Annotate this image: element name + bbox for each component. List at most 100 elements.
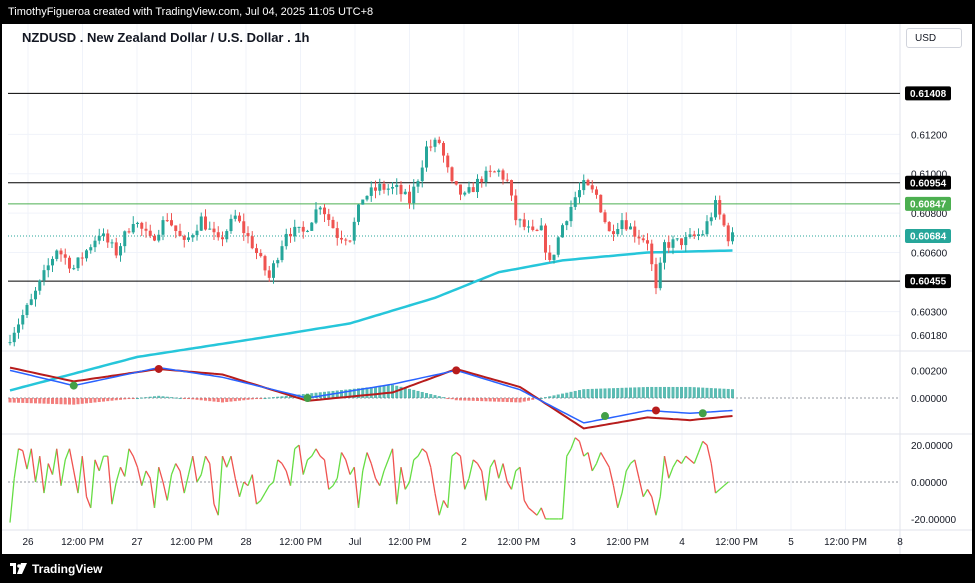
- candle-body-142: [612, 231, 615, 235]
- macd-hist-13: [63, 398, 67, 405]
- macd-hist-64: [280, 396, 284, 399]
- macd-tick-0: 0.00200: [911, 366, 948, 377]
- price-tag-bg-2: [905, 196, 951, 211]
- macd-hist-35: [157, 395, 161, 399]
- osc-segment-80: [345, 459, 351, 475]
- osc-segment-6: [30, 448, 37, 483]
- macd-hist-130: [561, 393, 564, 399]
- candle-body-9: [46, 265, 50, 271]
- osc-segment-37: [162, 481, 168, 501]
- candle-body-65: [284, 233, 288, 247]
- osc-segment-39: [170, 463, 177, 475]
- macd-hist-111: [480, 398, 484, 402]
- osc-segment-82: [353, 467, 360, 508]
- macd-hist-134: [578, 390, 581, 399]
- osc-segment-167: [715, 488, 721, 494]
- macd-hist-1: [12, 398, 16, 403]
- macd-hist-71: [310, 393, 314, 399]
- macd-hist-96: [416, 390, 420, 399]
- macd-hist-37: [165, 396, 169, 399]
- osc-segment-78: [336, 452, 343, 479]
- price-tag-bg-4: [905, 274, 951, 289]
- osc-segment-147: [630, 459, 636, 465]
- candle-body-44: [195, 230, 199, 236]
- osc-segment-154: [659, 456, 666, 497]
- macd-hist-38: [170, 397, 173, 399]
- osc-segment-83: [357, 470, 364, 508]
- osc-segment-166: [710, 463, 717, 494]
- osc-segment-58: [251, 474, 258, 505]
- candle-body-93: [403, 191, 407, 195]
- macd-hist-18: [85, 398, 88, 404]
- macd-hist-53: [233, 398, 237, 402]
- candle-body-32: [144, 228, 148, 231]
- candle-body-38: [170, 220, 173, 226]
- osc-segment-141: [604, 459, 610, 468]
- osc-segment-36: [158, 467, 164, 483]
- osc-segment-103: [442, 500, 449, 509]
- price-levels: [8, 92, 900, 282]
- macd-hist-101: [437, 396, 441, 399]
- osc-segment-90: [387, 448, 394, 461]
- candle-body-94: [408, 191, 411, 204]
- macd-hist-2: [17, 398, 20, 403]
- candle-body-164: [705, 221, 709, 235]
- brand-label: TradingView: [32, 562, 103, 576]
- osc-segment-75: [323, 459, 330, 490]
- osc-segment-7: [34, 456, 41, 483]
- osc-segment-24: [107, 456, 113, 505]
- osc-segment-16: [73, 470, 79, 494]
- candle-body-135: [582, 180, 586, 191]
- candle-body-58: [255, 248, 258, 254]
- candle-body-169: [726, 225, 730, 242]
- macd-hist-59: [259, 398, 263, 400]
- time-tick-6: Jul: [349, 537, 362, 548]
- candle-body-61: [267, 270, 271, 278]
- osc-segment-1: [9, 478, 15, 523]
- macd-hist-23: [106, 398, 110, 402]
- macd-hist-4: [25, 398, 29, 404]
- candle-body-8: [42, 270, 46, 281]
- candle-body-48: [212, 228, 216, 233]
- macd-hist-82: [357, 388, 360, 399]
- macd-hist-21: [97, 398, 101, 403]
- candle-body-36: [161, 220, 165, 235]
- macd-hist-33: [148, 396, 152, 399]
- macd-hist-105: [454, 398, 458, 401]
- macd-hist-47: [208, 398, 212, 402]
- chart-canvas[interactable]: 0.61200 0.61000 0.60800 0.60600 0.60300 0.601…: [2, 24, 972, 554]
- symbol-title[interactable]: NZDUSD . New Zealand Dollar / U.S. Dolla…: [22, 30, 310, 45]
- oscillator-pane: [8, 437, 900, 523]
- osc-segment-116: [498, 463, 504, 479]
- osc-segment-95: [408, 459, 415, 483]
- osc-segment-81: [349, 466, 355, 475]
- tradingview-logo-icon: [10, 563, 27, 574]
- macd-hist-56: [246, 398, 250, 400]
- currency-button[interactable]: USD: [906, 28, 962, 48]
- osc-segment-99: [425, 452, 432, 468]
- candle-body-96: [416, 181, 420, 187]
- candle-body-153: [658, 262, 662, 289]
- macd-hist-73: [318, 392, 322, 399]
- candle-body-97: [420, 167, 424, 182]
- osc-segment-25: [111, 481, 117, 505]
- time-axis[interactable]: 26 12:00 PM 27 12:00 PM 28 12:00 PM Jul 12:00 P…: [22, 537, 903, 548]
- macd-hist-85: [369, 386, 373, 399]
- candle-body-161: [692, 234, 696, 237]
- candle-body-99: [429, 146, 433, 148]
- macd-hist-79: [344, 389, 348, 399]
- candle-body-81: [352, 221, 356, 241]
- osc-segment-9: [43, 463, 49, 494]
- osc-segment-165: [706, 444, 712, 464]
- price-tick-2: 0.60800: [911, 209, 948, 220]
- macd-hist-93: [403, 387, 407, 399]
- price-axis[interactable]: 0.61200 0.61000 0.60800 0.60600 0.60300 0.601…: [905, 86, 956, 526]
- macd-hist-117: [505, 398, 509, 403]
- osc-segment-29: [128, 448, 134, 457]
- chart-panel[interactable]: 0.61200 0.61000 0.60800 0.60600 0.60300 0.601…: [2, 24, 972, 554]
- osc-segment-148: [634, 459, 640, 479]
- candle-body-20: [93, 240, 97, 248]
- candle-body-114: [493, 171, 496, 173]
- macd-hist-99: [429, 394, 433, 399]
- osc-segment-43: [187, 456, 194, 475]
